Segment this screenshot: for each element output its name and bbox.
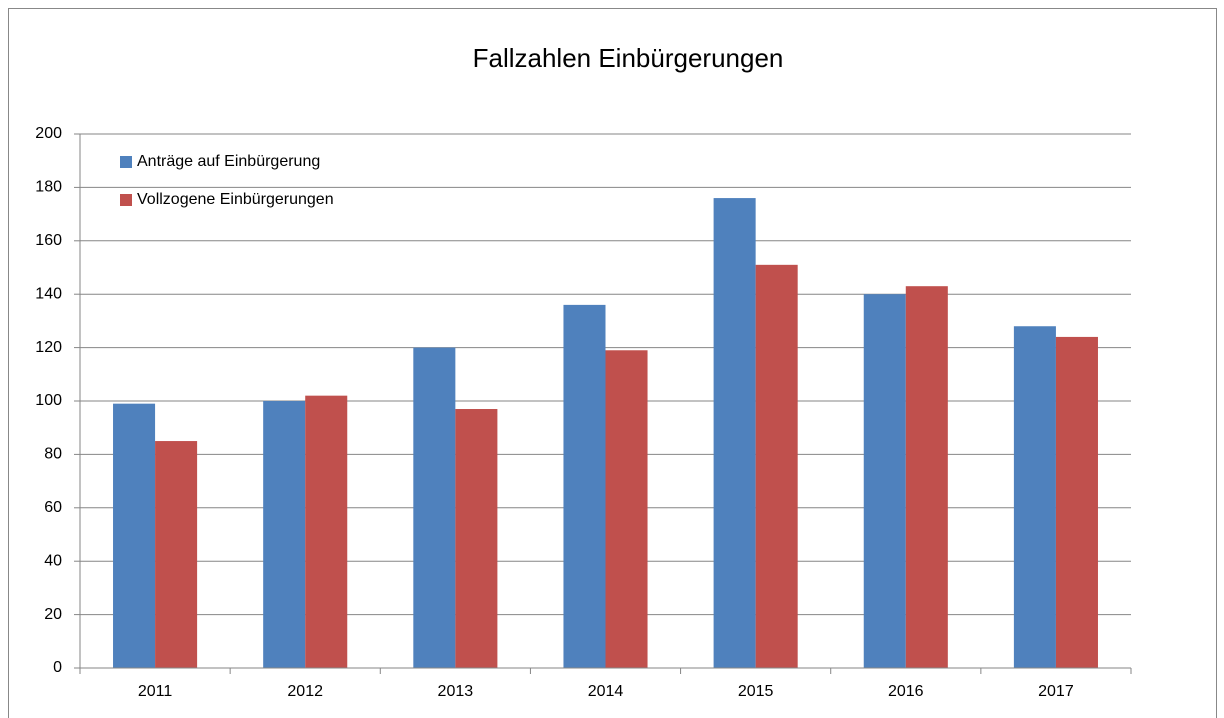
y-tick-label: 160 bbox=[35, 232, 62, 249]
y-tick-label: 40 bbox=[44, 552, 62, 569]
x-tick-label: 2016 bbox=[888, 683, 924, 700]
bar bbox=[1055, 336, 1098, 668]
y-tick-label: 140 bbox=[35, 285, 62, 302]
y-tick-label: 80 bbox=[44, 446, 62, 463]
y-tick-label: 0 bbox=[53, 659, 62, 676]
legend-swatch bbox=[120, 194, 132, 206]
bar bbox=[263, 401, 306, 668]
bar bbox=[713, 198, 756, 668]
bar bbox=[155, 441, 198, 668]
x-tick-label: 2014 bbox=[588, 683, 624, 700]
bar bbox=[905, 286, 948, 668]
x-tick-label: 2015 bbox=[738, 683, 774, 700]
bar bbox=[455, 409, 498, 668]
y-tick-label: 60 bbox=[44, 499, 62, 516]
y-tick-label: 100 bbox=[35, 392, 62, 409]
legend-label: Anträge auf Einbürgerung bbox=[137, 153, 320, 170]
bar bbox=[605, 350, 648, 668]
x-tick-label: 2017 bbox=[1038, 683, 1074, 700]
x-tick-label: 2012 bbox=[287, 683, 323, 700]
x-tick-label: 2011 bbox=[138, 683, 173, 700]
bar bbox=[1013, 326, 1056, 668]
y-tick-label: 200 bbox=[35, 125, 62, 142]
bar bbox=[563, 304, 606, 668]
bar bbox=[413, 347, 456, 668]
bar bbox=[305, 395, 348, 668]
bar bbox=[863, 294, 906, 668]
chart-title: Fallzahlen Einbürgerungen bbox=[473, 43, 784, 73]
y-tick-label: 180 bbox=[35, 179, 62, 196]
y-tick-label: 20 bbox=[44, 606, 62, 623]
legend-label: Vollzogene Einbürgerungen bbox=[137, 191, 334, 208]
bar bbox=[113, 403, 156, 668]
legend-swatch bbox=[120, 156, 132, 168]
y-tick-label: 120 bbox=[35, 339, 62, 356]
bar bbox=[755, 264, 798, 668]
x-tick-label: 2013 bbox=[438, 683, 474, 700]
